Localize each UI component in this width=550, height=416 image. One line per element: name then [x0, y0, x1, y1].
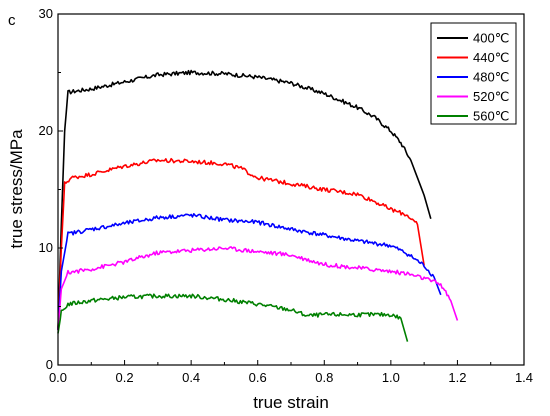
series-line-3 — [57, 246, 459, 330]
legend: 400℃ 440℃ 480℃ 520℃ 560℃ — [430, 22, 517, 125]
legend-label-1: 440℃ — [473, 50, 509, 65]
y-tick-label: 20 — [39, 123, 53, 138]
legend-label-4: 560℃ — [473, 109, 509, 124]
x-tick-label: 1.0 — [382, 370, 400, 385]
x-tick-label: 0.6 — [249, 370, 267, 385]
y-tick-label: 30 — [39, 6, 53, 21]
series-line-4 — [57, 293, 409, 342]
legend-label-3: 520℃ — [473, 89, 509, 104]
series-line-0 — [57, 69, 432, 330]
legend-label-2: 480℃ — [473, 70, 509, 85]
x-tick-label: 0.4 — [182, 370, 200, 385]
legend-label-0: 400℃ — [473, 31, 509, 46]
x-tick-label: 0.8 — [315, 370, 333, 385]
x-tick-label: 1.2 — [448, 370, 466, 385]
x-tick-label: 0.0 — [49, 370, 67, 385]
legend-box — [430, 22, 517, 125]
series-layer — [57, 69, 459, 342]
legend-items: 400℃ 440℃ 480℃ 520℃ 560℃ — [437, 31, 509, 124]
x-tick-label: 1.4 — [515, 370, 533, 385]
x-tick-label: 0.2 — [116, 370, 134, 385]
series-line-1 — [57, 157, 425, 330]
y-tick-label: 0 — [46, 357, 53, 372]
y-tick-label: 10 — [39, 240, 53, 255]
series-line-2 — [57, 213, 442, 330]
x-axis-title: true strain — [253, 393, 329, 412]
ticks-layer: 0.0 0.2 0.4 0.6 0.8 1.0 1.2 1.4 0 10 20 30 — [39, 6, 534, 385]
panel-label: c — [8, 12, 16, 29]
y-axis-title: true stress/MPa — [7, 129, 26, 249]
